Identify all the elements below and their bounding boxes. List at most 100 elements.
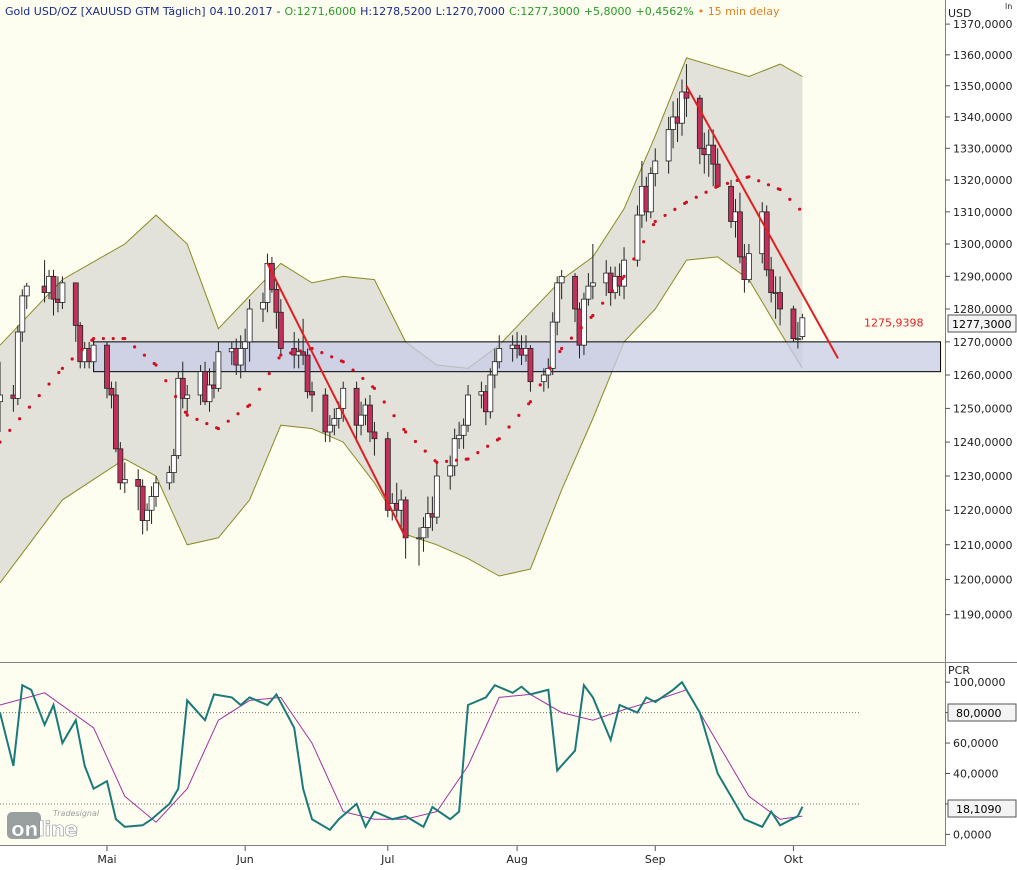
instrument-title: Gold USD/OZ [XAUUSD GTM Täglich] — [5, 5, 206, 18]
candle — [309, 381, 315, 412]
candle — [447, 455, 454, 490]
sar-dot — [694, 195, 698, 199]
candle-body — [353, 387, 360, 426]
candle-body — [710, 144, 717, 165]
sar-dot — [642, 240, 646, 244]
sar-dot — [517, 413, 521, 418]
candle — [90, 338, 97, 366]
candle-body — [514, 344, 520, 349]
price-tick-label: 1260,0000 — [953, 369, 1013, 382]
sar-dot — [248, 403, 252, 407]
sar-dot — [361, 376, 365, 381]
candle-body — [206, 384, 213, 403]
candle-body — [148, 496, 155, 511]
candle-body — [581, 298, 587, 346]
candle — [420, 517, 427, 552]
sar-dot — [632, 257, 636, 261]
sar-dot — [591, 313, 595, 318]
candle-body — [420, 527, 427, 539]
sar-dot — [18, 417, 22, 421]
indicator-name-label: PCR — [948, 664, 970, 677]
price-tick-label: 1320,0000 — [953, 174, 1013, 187]
candle-body — [108, 387, 115, 396]
candle-body — [175, 377, 182, 457]
candle-body — [246, 308, 253, 343]
price-tick-label: 1200,0000 — [953, 574, 1013, 587]
candle — [647, 167, 654, 219]
candle-body — [652, 160, 659, 175]
candle-body — [0, 394, 3, 403]
candle-body — [179, 377, 186, 399]
candle-body — [621, 259, 627, 287]
change-value: +5,8000 — [583, 5, 632, 18]
sar-dot — [330, 355, 334, 359]
sar-dot — [757, 179, 761, 183]
tradesignal-logo: Tradesignal online — [7, 809, 100, 840]
candle-body — [242, 341, 249, 349]
candle-body — [331, 418, 338, 426]
sar-dot — [620, 276, 624, 281]
candle — [304, 348, 311, 399]
candle-body — [763, 211, 770, 271]
sar-dot — [320, 351, 324, 355]
sar-dot — [142, 353, 147, 357]
sar-dot — [497, 437, 501, 441]
price-tick-label: 1240,0000 — [953, 436, 1013, 449]
candle-body — [554, 282, 561, 323]
candle — [148, 486, 155, 525]
candle — [433, 462, 440, 525]
candle-body — [23, 285, 30, 297]
sar-dot — [622, 274, 626, 278]
sar-dot — [154, 363, 158, 367]
candle — [277, 299, 284, 356]
candle — [14, 325, 21, 406]
sar-dot — [673, 207, 677, 211]
candle — [206, 368, 213, 412]
candle — [589, 243, 596, 300]
candle-body — [19, 295, 26, 333]
candle-body — [558, 275, 565, 284]
candle — [514, 331, 520, 359]
candle — [621, 247, 627, 300]
sar-dot — [766, 183, 771, 187]
candle — [59, 276, 66, 309]
candle — [19, 289, 26, 342]
sar-dot — [267, 371, 271, 376]
candle — [799, 313, 806, 340]
candle-body — [425, 513, 431, 528]
sar-dot — [392, 414, 396, 418]
candle-body — [416, 537, 422, 540]
indicator-signal-line — [0, 689, 803, 823]
candle-body — [714, 163, 721, 187]
candle — [0, 361, 3, 432]
price-tick-label: 1220,0000 — [953, 504, 1013, 517]
price-tick-label: 1290,0000 — [953, 270, 1013, 283]
candle-body — [14, 331, 21, 399]
candle-body — [371, 431, 378, 440]
candle — [260, 292, 266, 323]
logo-small-text: Tradesignal — [53, 809, 100, 818]
indicator-80-box — [947, 703, 1017, 722]
sar-dot — [27, 405, 32, 409]
sar-dot — [569, 336, 574, 340]
candle — [710, 129, 717, 187]
candle-body — [72, 282, 79, 326]
indicator-current-label: 18,1090 — [956, 803, 1002, 816]
candle — [572, 273, 578, 323]
candle — [540, 368, 547, 392]
candle-body — [465, 394, 471, 426]
indicator-current-badge: 18,1090 — [947, 799, 1017, 818]
candle-body — [496, 348, 503, 363]
candle-body — [745, 253, 752, 281]
logo-big-text: online — [11, 817, 78, 840]
candle-body — [665, 129, 672, 162]
indicator-tick-label: 40,0000 — [953, 768, 999, 781]
sar-dot — [37, 393, 41, 398]
trendline — [685, 85, 839, 359]
sar-dot — [527, 402, 531, 406]
sar-dot — [610, 289, 615, 293]
candle-body — [144, 509, 150, 521]
candle-body — [121, 479, 128, 484]
indicator-tick-label: 100,0000 — [953, 676, 1006, 689]
candle — [331, 408, 338, 436]
